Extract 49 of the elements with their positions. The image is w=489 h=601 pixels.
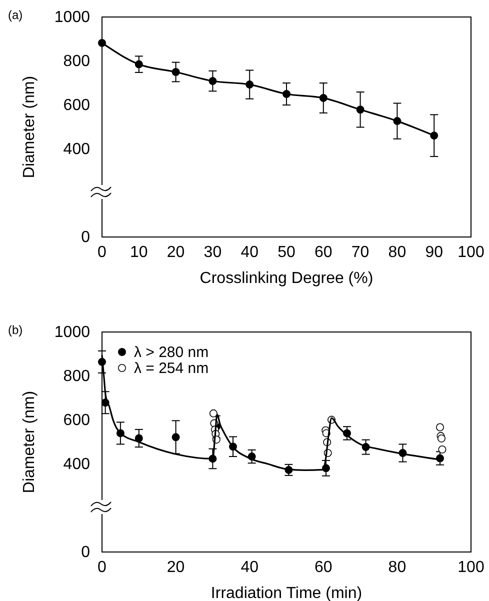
legend-label: λ = 254 nm [134, 360, 209, 377]
point [246, 80, 254, 89]
x-tick-label: 0 [98, 559, 107, 576]
text: (b) [8, 323, 23, 337]
x-tick-label: 50 [278, 244, 296, 261]
point [172, 433, 180, 442]
y-tick-label: 0 [81, 229, 90, 246]
point [172, 68, 180, 76]
point [208, 77, 217, 86]
x-tick-label: 20 [166, 244, 185, 261]
x-tick-label: 90 [425, 244, 444, 261]
point [282, 90, 290, 98]
point [356, 106, 364, 114]
x-tick-label: 100 [458, 244, 484, 261]
point [98, 38, 106, 47]
x-tick-label: 100 [458, 559, 484, 576]
point [319, 94, 328, 102]
point [436, 423, 444, 432]
x-tick-label: 70 [351, 244, 370, 261]
point [438, 445, 446, 454]
x-tick-label: 0 [98, 244, 107, 261]
x-axis-title: Crosslinking Degree (%) [200, 270, 374, 287]
point [393, 117, 402, 126]
x-tick-label: 80 [388, 244, 406, 261]
y-axis-title: Diameter (nm) [21, 76, 38, 178]
y-tick-label: 0 [81, 544, 90, 561]
point [209, 409, 218, 418]
text: (a) [8, 8, 23, 22]
y-tick-label: 400 [63, 141, 90, 158]
y-tick-label: 400 [63, 456, 90, 473]
y-axis-title: Diameter (nm) [21, 390, 38, 494]
x-tick-label: 40 [240, 559, 259, 576]
point [134, 60, 143, 68]
y-tick-label: 600 [63, 97, 90, 114]
y-tick-label: 800 [63, 368, 90, 385]
y-tick-label: 800 [63, 53, 90, 70]
y-tick-label: 1000 [54, 9, 90, 26]
x-tick-label: 80 [388, 559, 406, 576]
x-tick-label: 60 [314, 244, 332, 261]
x-tick-label: 10 [130, 244, 148, 261]
point [430, 132, 438, 140]
x-tick-label: 40 [240, 244, 259, 261]
y-tick-label: 600 [63, 412, 90, 429]
x-tick-label: 30 [204, 244, 222, 261]
y-tick-label: 1000 [54, 324, 90, 341]
legend-label: λ > 280 nm [134, 344, 209, 361]
x-tick-label: 60 [314, 559, 332, 576]
x-axis-title: Irradiation Time (min) [210, 585, 362, 601]
x-tick-label: 20 [166, 559, 185, 576]
